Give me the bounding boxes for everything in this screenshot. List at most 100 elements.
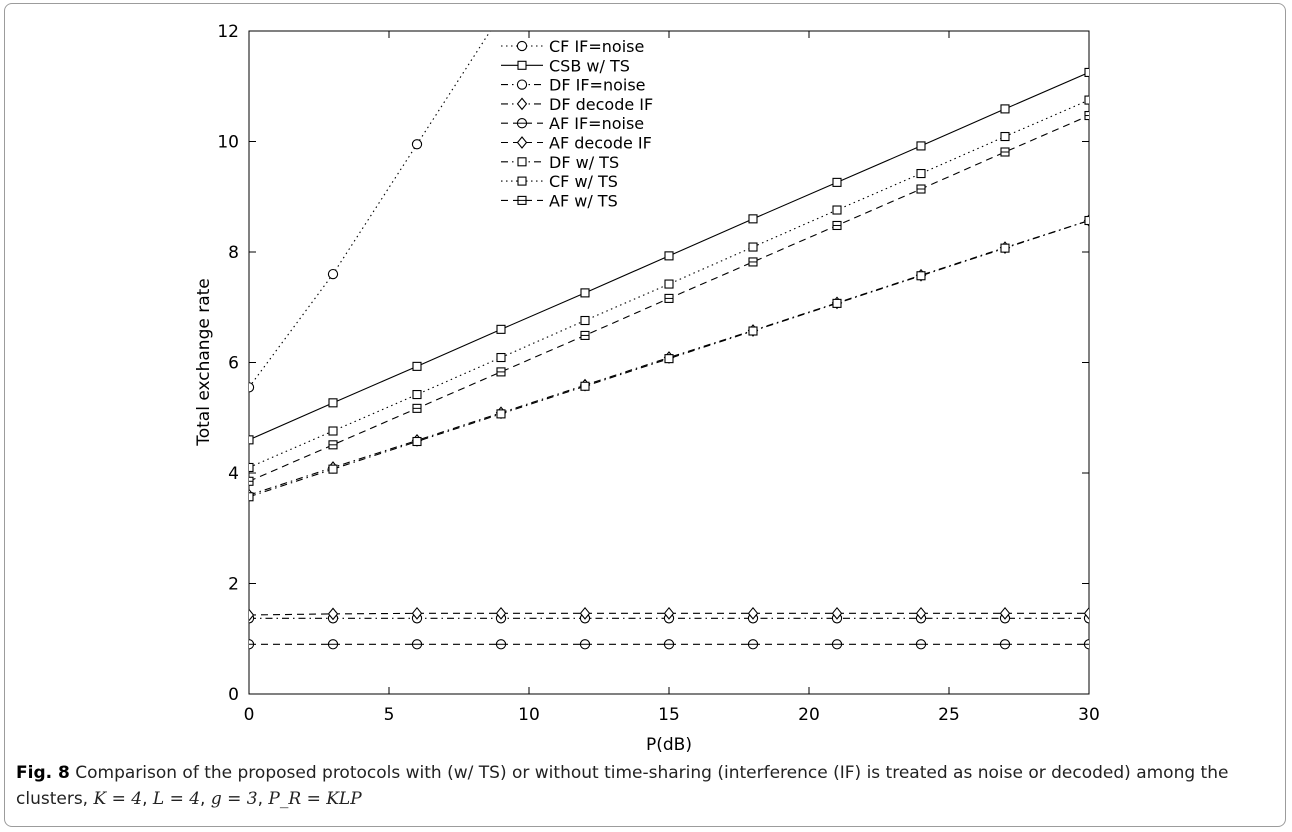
legend-item: CSB w/ TS: [501, 56, 630, 75]
legend-label: DF IF=noise: [549, 76, 646, 95]
caption-param-l: L = 4: [152, 789, 201, 809]
marker-shape: [831, 606, 843, 620]
legend-marker: [516, 136, 528, 149]
marker-shape: [328, 398, 338, 408]
y-tick-label: 10: [217, 133, 239, 153]
data-point: [580, 381, 590, 391]
data-point: [1083, 606, 1089, 620]
marker-shape: [916, 168, 926, 179]
marker-shape: [579, 606, 591, 620]
data-point: [1000, 131, 1010, 142]
caption-param-pr: P_R = KLP: [268, 789, 362, 809]
marker-shape: [496, 352, 506, 363]
legend-label: AF IF=noise: [549, 114, 644, 133]
marker-shape: [328, 464, 338, 474]
caption-param-g: g = 3: [210, 789, 258, 809]
data-point: [831, 606, 843, 620]
x-tick-label: 15: [658, 705, 680, 725]
data-point: [832, 220, 842, 231]
marker-shape: [1000, 243, 1010, 253]
data-point: [496, 324, 506, 334]
data-point: [1084, 110, 1089, 121]
marker-shape: [516, 97, 528, 111]
series-cf-if-noise: [249, 31, 491, 393]
legend-label: CSB w/ TS: [549, 56, 630, 75]
marker-shape: [748, 242, 758, 252]
marker-shape: [832, 205, 842, 215]
data-point: [412, 436, 422, 447]
data-point: [747, 639, 759, 650]
marker-shape: [328, 426, 338, 436]
data-point: [412, 361, 422, 371]
legend-item: AF w/ TS: [501, 191, 618, 210]
data-point: [664, 279, 674, 289]
x-tick-label: 10: [518, 705, 540, 725]
data-point: [663, 639, 675, 650]
data-point: [1000, 147, 1010, 157]
data-point: [327, 607, 339, 621]
x-axis-label: P(dB): [646, 735, 692, 755]
marker-shape: [664, 251, 674, 261]
legend-item: DF IF=noise: [501, 76, 646, 95]
legend-label: DF w/ TS: [549, 153, 619, 172]
data-point: [328, 464, 338, 474]
legend-item: CF w/ TS: [501, 172, 618, 191]
data-point: [580, 315, 590, 326]
data-point: [328, 440, 338, 450]
marker-shape: [748, 326, 758, 336]
legend-marker: [517, 195, 527, 205]
data-point: [748, 326, 758, 336]
marker-shape: [517, 157, 527, 167]
data-point: [495, 639, 507, 650]
marker-shape: [1083, 606, 1089, 620]
data-point: [249, 462, 254, 473]
x-tick-label: 25: [938, 705, 960, 725]
data-point: [832, 177, 842, 187]
figure-frame: [4, 3, 1286, 827]
data-point: [496, 409, 506, 419]
legend-marker: [516, 40, 528, 52]
marker-shape: [1000, 131, 1010, 142]
legend-marker: [516, 118, 528, 129]
marker-shape: [748, 214, 758, 224]
data-point: [664, 293, 674, 303]
data-point: [579, 639, 591, 650]
x-tick-label: 20: [798, 705, 820, 725]
data-point: [411, 639, 423, 650]
marker-shape: [496, 324, 506, 334]
data-point: [412, 389, 422, 400]
legend-label: CF IF=noise: [549, 37, 644, 56]
data-point: [412, 403, 422, 413]
data-point: [748, 257, 758, 267]
data-point: [249, 608, 255, 622]
data-point: [832, 205, 842, 215]
data-point: [496, 352, 506, 363]
marker-shape: [412, 361, 422, 371]
data-point: [1084, 215, 1089, 226]
data-point: [580, 288, 590, 298]
legend-marker: [517, 60, 527, 70]
marker-shape: [664, 354, 674, 364]
data-point: [579, 606, 591, 620]
marker-shape: [516, 40, 528, 52]
marker-shape: [411, 606, 423, 620]
x-tick-label: 30: [1078, 705, 1100, 725]
data-point: [916, 271, 926, 281]
marker-shape: [580, 381, 590, 391]
series-af-w-ts: [249, 110, 1089, 486]
marker-shape: [249, 435, 254, 445]
y-tick-label: 2: [228, 575, 239, 595]
data-point: [1000, 243, 1010, 253]
marker-shape: [915, 606, 927, 620]
data-point: [1000, 104, 1010, 114]
legend-label: CF w/ TS: [549, 172, 618, 191]
marker-shape: [1084, 67, 1089, 77]
axes: 0 5 10 15 20 25 30 0 2 4 6 8 10 12: [217, 22, 1099, 725]
x-tick-label: 0: [244, 705, 255, 725]
marker-shape: [412, 389, 422, 400]
data-point: [411, 606, 423, 620]
legend-item: DF decode IF: [501, 95, 653, 114]
legend-label: AF decode IF: [549, 134, 652, 153]
data-point: [495, 606, 507, 620]
